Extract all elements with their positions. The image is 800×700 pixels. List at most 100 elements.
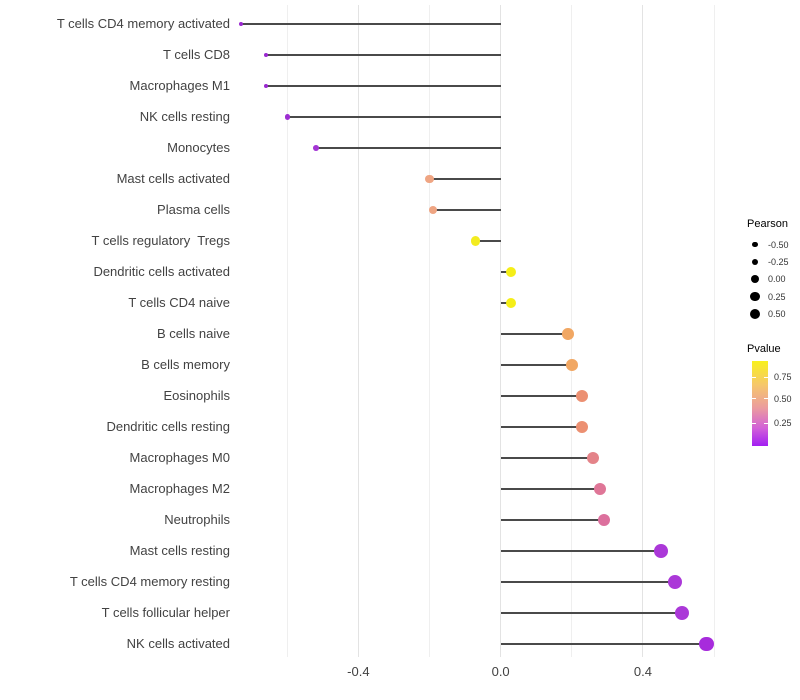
lollipop-stick — [240, 23, 501, 25]
data-point-dot — [425, 174, 434, 184]
data-point-dot — [565, 359, 578, 371]
lollipop-stick — [287, 116, 501, 118]
lollipop-stick — [500, 519, 604, 521]
y-axis-label: B cells naive — [157, 326, 230, 341]
legend-size-dot — [749, 309, 761, 320]
colorbar-tick — [764, 398, 768, 400]
legend-size-key — [747, 309, 763, 320]
legend-size-key — [747, 292, 763, 302]
legend-size-key — [747, 241, 763, 248]
lollipop-stick — [500, 550, 661, 552]
lollipop-stick — [500, 457, 594, 459]
data-point-dot — [576, 420, 589, 433]
legend-size-dot — [750, 292, 760, 302]
data-point-dot — [597, 513, 611, 527]
data-point-dot — [263, 83, 269, 89]
y-axis-label: T cells CD4 memory activated — [56, 16, 230, 31]
pvalue-colorbar: 0.75 0.50 0.25 — [752, 361, 792, 446]
lollipop-stick — [500, 488, 601, 490]
colorbar-tick-label: 0.50 — [774, 393, 792, 404]
x-axis-tick-label: 0.0 — [491, 664, 510, 679]
lollipop-stick — [500, 612, 683, 614]
y-axis-label: Plasma cells — [157, 202, 230, 217]
y-axis-label: Mast cells activated — [116, 171, 230, 186]
x-axis-tick-label: -0.4 — [347, 664, 370, 679]
y-axis-label: T cells CD4 naive — [128, 295, 230, 310]
legend-size-entry: -0.25 — [747, 253, 800, 270]
y-axis-label: NK cells activated — [126, 636, 230, 651]
lollipop-stick — [500, 302, 512, 304]
lollipop-stick — [475, 240, 501, 242]
gridline — [713, 5, 715, 657]
lollipop-stick — [500, 271, 512, 273]
colorbar-tick — [752, 398, 756, 400]
lollipop-stick — [500, 426, 583, 428]
legend-size-entry: 0.25 — [747, 288, 800, 305]
y-axis-label: T cells CD4 memory resting — [69, 574, 230, 589]
colorbar-tick — [752, 422, 756, 424]
lollipop-stick — [429, 178, 501, 180]
y-axis-label: T cells follicular helper — [101, 605, 230, 620]
gridline — [357, 5, 359, 657]
y-axis-label: Dendritic cells resting — [106, 419, 230, 434]
legend-size-label: -0.50 — [768, 239, 789, 250]
gridline — [286, 5, 288, 657]
lollipop-stick — [500, 581, 675, 583]
data-point-dot — [263, 52, 269, 58]
data-point-dot — [594, 482, 607, 496]
data-point-dot — [470, 236, 481, 246]
data-point-dot — [576, 389, 589, 402]
legend-size-dot — [752, 241, 758, 248]
x-axis-tick-label: 0.4 — [633, 664, 652, 679]
y-axis-label: Eosinophils — [163, 388, 231, 403]
y-axis-label: Neutrophils — [164, 512, 230, 527]
data-point-dot — [428, 205, 438, 215]
legend-size-key — [747, 258, 763, 266]
legend-size-entry: 0.00 — [747, 271, 800, 288]
lollipop-stick — [265, 54, 501, 56]
lollipop-stick — [500, 395, 583, 397]
legend-pvalue-color: Pvalue 0.75 0.50 0.25 — [747, 343, 800, 446]
y-axis-label: T cells regulatory Tregs — [91, 233, 230, 248]
data-point-dot — [587, 451, 600, 465]
y-axis-label: B cells memory — [141, 357, 230, 372]
y-axis-label: Macrophages M1 — [129, 78, 230, 93]
lollipop-stick — [265, 85, 501, 87]
legend-size-label: -0.25 — [768, 257, 789, 268]
lollipop-stick — [500, 643, 707, 645]
data-point-dot — [674, 605, 690, 621]
y-axis-label: Macrophages M0 — [129, 450, 230, 465]
y-axis-label: Dendritic cells activated — [93, 264, 230, 279]
legend-size-label: 0.50 — [768, 309, 786, 320]
legend-size-label: 0.00 — [768, 274, 786, 285]
data-point-dot — [506, 266, 517, 278]
y-axis-label: T cells CD8 — [163, 47, 230, 62]
colorbar-tick-label: 0.75 — [774, 372, 792, 383]
legend-size-dot — [751, 275, 759, 284]
colorbar-tick — [752, 376, 756, 378]
y-axis-label: Macrophages M2 — [129, 481, 230, 496]
lollipop-stick — [433, 209, 501, 211]
y-axis-label: NK cells resting — [139, 109, 230, 124]
lollipop-stick — [315, 147, 501, 149]
data-point-dot — [667, 574, 683, 590]
data-point-dot — [312, 145, 319, 151]
legend-pearson-entries: -0.50 -0.25 0.00 0.25 0.50 — [747, 236, 800, 323]
legend-size-key — [747, 275, 763, 284]
data-point-dot — [506, 297, 517, 309]
lollipop-stick — [500, 333, 569, 335]
y-axis-label: Monocytes — [167, 140, 230, 155]
data-point-dot — [284, 114, 290, 120]
y-axis-label: Mast cells resting — [129, 543, 230, 558]
gridline — [500, 5, 502, 657]
data-point-dot — [562, 328, 575, 340]
legend-size-label: 0.25 — [768, 291, 786, 302]
legend-size-entry: -0.50 — [747, 236, 800, 253]
legend-pearson-size: Pearson -0.50 -0.25 0.00 0.25 0.50 — [747, 218, 800, 323]
data-point-dot — [699, 636, 715, 652]
lollipop-stick — [500, 364, 572, 366]
legend-size-dot — [751, 258, 759, 266]
